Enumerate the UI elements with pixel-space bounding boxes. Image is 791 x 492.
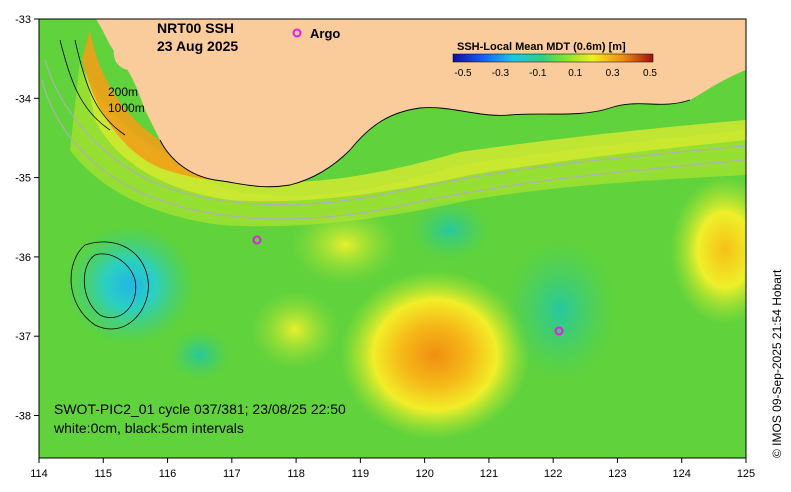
y-tick-label: -33: [15, 14, 31, 26]
x-tick-label: 119: [352, 468, 370, 480]
x-tick-label: 118: [287, 468, 305, 480]
map-date: 23 Aug 2025: [157, 38, 238, 54]
warm-eddy-central: [340, 270, 530, 440]
contour-200m: [44, 59, 746, 206]
contour-black-1: [59, 39, 111, 131]
yellow-eddy-north: [290, 205, 400, 285]
shelf-orange: [82, 30, 270, 181]
depth-label-1000m: 1000m: [108, 101, 145, 115]
colorbar-tick-label: -0.3: [492, 68, 510, 79]
x-tick-label: 121: [480, 468, 498, 480]
argo-float-1[interactable]: [252, 235, 262, 245]
map-title: NRT00 SSH: [157, 20, 234, 36]
x-tick-label: 114: [30, 468, 48, 480]
colorbar-gradient: [452, 53, 654, 63]
y-axis: -33 -34 -35 -36 -37 -38: [15, 14, 39, 423]
x-tick-label: 120: [415, 468, 433, 480]
y-tick-label: -38: [15, 411, 31, 423]
shelf-yellow: [85, 70, 746, 202]
shelf-band: [70, 60, 746, 227]
y-tick-label: -35: [15, 173, 31, 185]
x-tick-label: 124: [673, 468, 691, 480]
colorbar-tick-label: -0.5: [454, 68, 472, 79]
x-tick-label: 117: [223, 468, 241, 480]
colorbar: SSH-Local Mean MDT (0.6m) [m] -0.5 -0.3 -0…: [452, 41, 657, 79]
plot-frame: [38, 18, 747, 459]
ssh-field: [39, 19, 746, 458]
colorbar-tick-label: 0.1: [568, 68, 582, 79]
cold-eddy-small: [170, 330, 230, 380]
x-tick-label: 122: [544, 468, 562, 480]
contour-caption: white:0cm, black:5cm intervals: [53, 420, 244, 436]
contour-black-eddy-2: [70, 241, 149, 330]
depth-label-200m: 200m: [108, 85, 138, 99]
cold-eddy-centre: [410, 200, 490, 260]
argo-legend-label: Argo: [310, 26, 340, 41]
y-tick-label: -36: [15, 252, 31, 264]
x-tick-label: 116: [159, 468, 177, 480]
contour-black-eddy: [83, 253, 137, 318]
colorbar-tick-label: 0.5: [643, 68, 657, 79]
x-axis: 114 115 116 117 118 119 120 121 122 123 124 125: [30, 458, 755, 480]
contour-black-2: [74, 39, 126, 136]
land-cape: [113, 19, 170, 71]
colorbar-tick-label: -0.1: [529, 68, 547, 79]
swot-caption: SWOT-PIC2_01 cycle 037/381; 23/08/25 22:…: [54, 401, 346, 417]
coastline: [159, 139, 351, 188]
coastline-east: [349, 99, 691, 151]
colorbar-title: SSH-Local Mean MDT (0.6m) [m]: [457, 41, 626, 53]
x-tick-label: 123: [608, 468, 626, 480]
argo-float-2[interactable]: [554, 326, 564, 336]
cold-eddy-west: [65, 225, 195, 345]
argo-legend-marker: [292, 28, 302, 38]
contour-1000m: [41, 79, 746, 220]
y-tick-label: -37: [15, 331, 31, 343]
x-tick-label: 115: [94, 468, 112, 480]
x-tick-label: 125: [737, 468, 755, 480]
warm-eddy-east: [670, 175, 746, 325]
colorbar-tick-label: 0.3: [606, 68, 620, 79]
credit-text: © IMOS 09-Sep-2025 21:54 Hobart: [770, 269, 784, 458]
y-tick-label: -34: [15, 93, 31, 105]
cold-eddy-south: [505, 240, 615, 380]
yellow-eddy: [250, 290, 340, 370]
